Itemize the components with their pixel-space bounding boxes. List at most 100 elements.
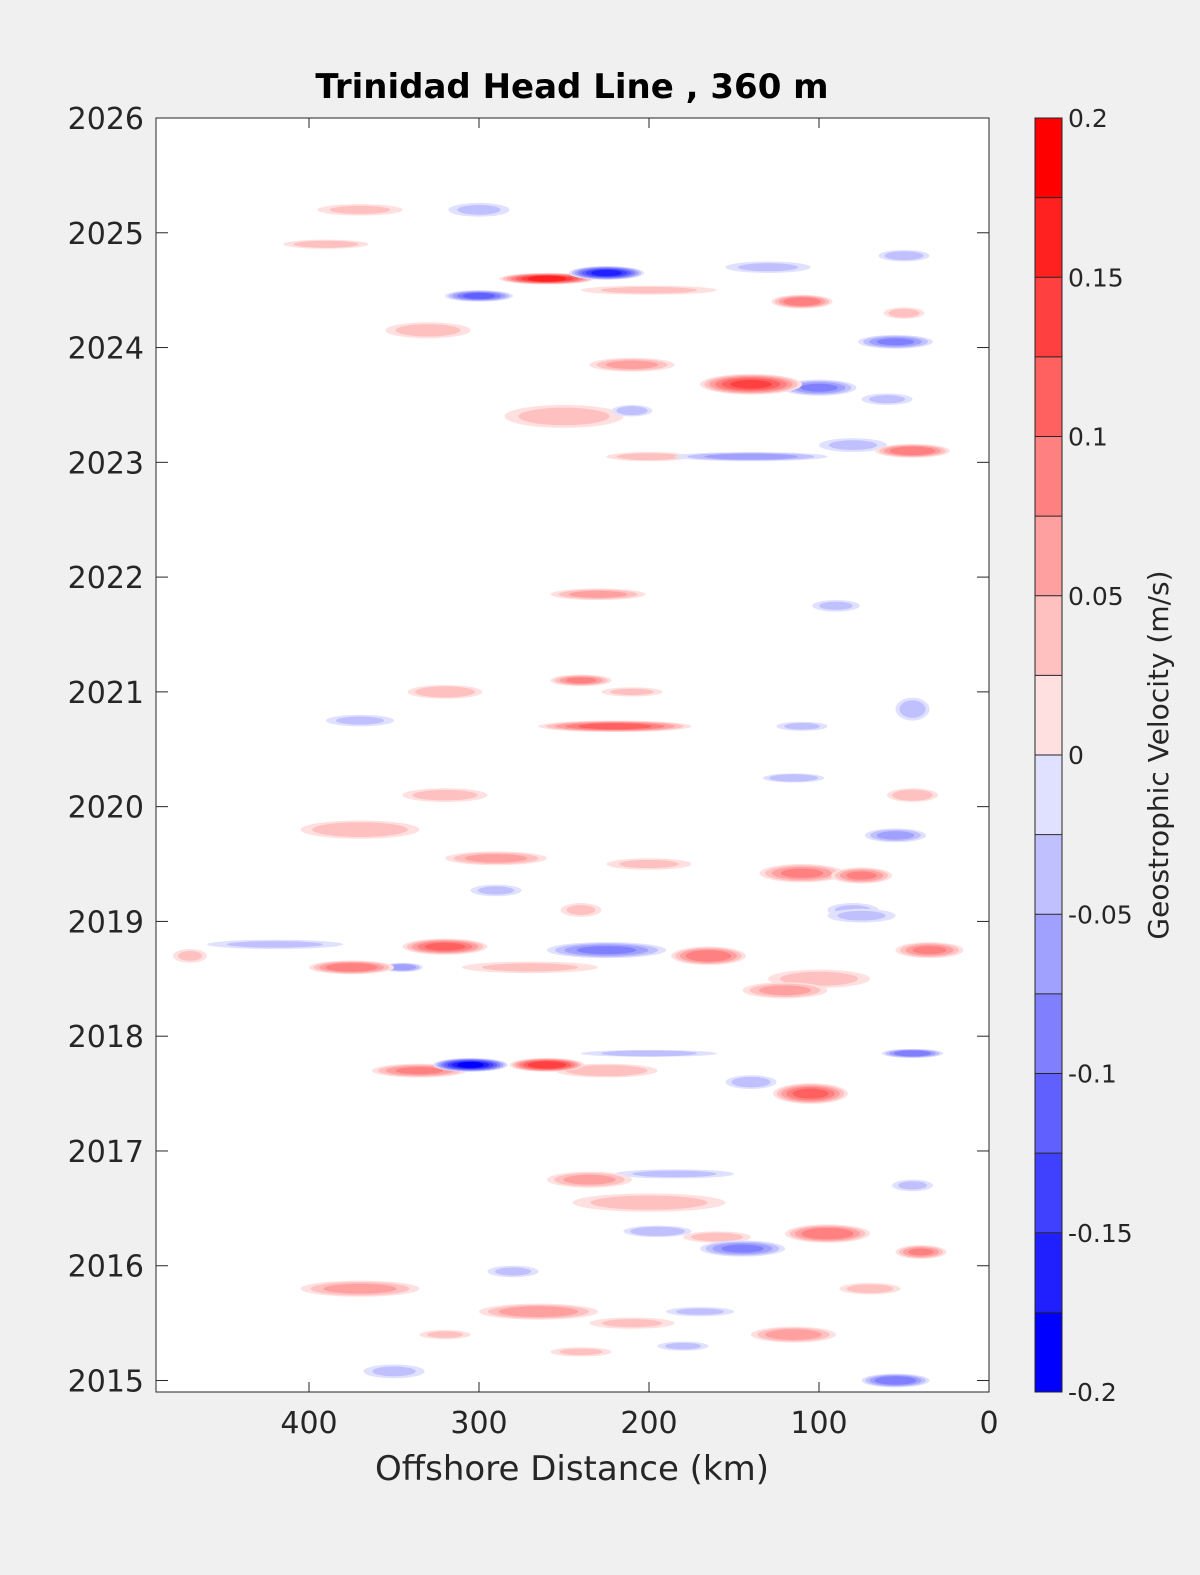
contour-level — [800, 383, 838, 392]
contour-feature — [827, 908, 896, 923]
colorbar-frame — [1034, 117, 1063, 1393]
contour-feature — [725, 1075, 777, 1089]
contour-feature — [742, 982, 828, 999]
contour-level — [457, 204, 501, 215]
contour-feature — [445, 851, 547, 866]
contour-feature — [771, 294, 833, 309]
contour-feature — [402, 938, 488, 955]
contour-level — [765, 1329, 822, 1340]
contour-level — [601, 1319, 663, 1328]
contour-feature — [283, 239, 369, 249]
contour-feature — [433, 1058, 508, 1072]
contour-level — [565, 1065, 648, 1077]
contour-level — [578, 723, 652, 730]
y-tick-label: 2021 — [68, 676, 144, 711]
contour-level — [477, 886, 515, 895]
contour-feature — [538, 720, 692, 733]
y-tick-label: 2022 — [68, 561, 144, 596]
contour-level — [630, 1226, 685, 1236]
contour-level — [498, 1306, 579, 1318]
x-tick-label: 100 — [790, 1406, 847, 1441]
contour-feature — [462, 961, 598, 974]
contour-level — [388, 964, 417, 971]
y-tick-label: 2026 — [68, 102, 144, 137]
contour-level — [559, 1348, 603, 1356]
contour-level — [590, 1195, 708, 1210]
contour-feature — [550, 674, 612, 687]
contour-level — [424, 942, 466, 951]
contour-level — [898, 1181, 927, 1190]
chart-title: Trinidad Head Line , 360 m — [315, 67, 828, 107]
contour-feature — [776, 721, 828, 731]
contour-level — [889, 446, 936, 456]
contour-feature — [611, 404, 653, 417]
colorbar-band — [1035, 993, 1062, 1074]
contour-feature — [830, 867, 893, 884]
contour-level — [828, 440, 878, 450]
contour-feature — [762, 773, 825, 783]
contour-feature — [326, 714, 394, 727]
contour-feature — [402, 788, 488, 803]
contour-level — [846, 1284, 894, 1294]
contour-level — [632, 1170, 717, 1178]
contour-feature — [309, 960, 394, 975]
contour-level — [395, 1067, 444, 1075]
contour-level — [412, 789, 478, 801]
contour-level — [893, 1050, 932, 1057]
contour-feature — [606, 451, 692, 462]
colorbar-band — [1035, 1312, 1062, 1393]
x-tick-label: 0 — [979, 1406, 998, 1441]
y-tick-label: 2018 — [68, 1020, 144, 1055]
contour-feature — [487, 1265, 539, 1278]
colorbar-band — [1035, 914, 1062, 995]
contour-feature — [615, 1169, 734, 1179]
y-tick-label: 2024 — [68, 332, 144, 367]
colorbar-tick-label: 0.15 — [1068, 263, 1124, 292]
contour-feature — [864, 828, 927, 843]
contour-feature — [569, 266, 644, 280]
contour-level — [618, 859, 680, 869]
contour-feature — [448, 202, 510, 217]
contour-feature — [371, 1063, 468, 1078]
contour-feature — [666, 1307, 734, 1317]
contour-feature — [550, 588, 646, 601]
colorbar-band — [1035, 1153, 1062, 1234]
contour-level — [908, 1248, 934, 1256]
colorbar-band — [1035, 1232, 1062, 1313]
contour-level — [758, 985, 812, 996]
contour-level — [568, 590, 628, 598]
colorbar: 0.2 0.15 0.1 0.05 0 -0.05 -0.1 -0.15 -0.2 — [1034, 104, 1133, 1407]
contour-feature — [895, 697, 930, 721]
contour-level — [868, 395, 906, 404]
contour-level — [610, 688, 654, 696]
contour-level — [780, 971, 858, 986]
contour-level — [675, 1308, 725, 1315]
plot-area — [156, 118, 989, 1392]
contour-level — [664, 1342, 702, 1350]
contour-feature — [581, 1049, 717, 1057]
contour-feature — [895, 1245, 947, 1259]
contour-level — [600, 286, 698, 294]
contour-level — [768, 774, 819, 782]
contour-level — [481, 963, 579, 972]
contour-feature — [892, 1179, 933, 1192]
colorbar-band — [1035, 436, 1062, 517]
colorbar-band — [1035, 277, 1062, 358]
contour-feature — [207, 939, 343, 949]
y-tick-label: 2025 — [68, 217, 144, 252]
colorbar-band — [1035, 118, 1062, 199]
contour-level — [527, 1061, 567, 1069]
contour-feature — [560, 903, 602, 917]
colorbar-band — [1035, 595, 1062, 676]
contour-feature — [499, 272, 595, 285]
contour-level — [884, 251, 924, 261]
contour-level — [464, 854, 528, 863]
contour-level — [801, 1227, 854, 1240]
contour-feature — [547, 942, 666, 959]
contour-feature — [363, 1364, 425, 1379]
contour-feature — [581, 285, 717, 295]
contour-level — [462, 292, 496, 299]
contour-level — [616, 406, 648, 416]
contour-level — [730, 380, 772, 389]
